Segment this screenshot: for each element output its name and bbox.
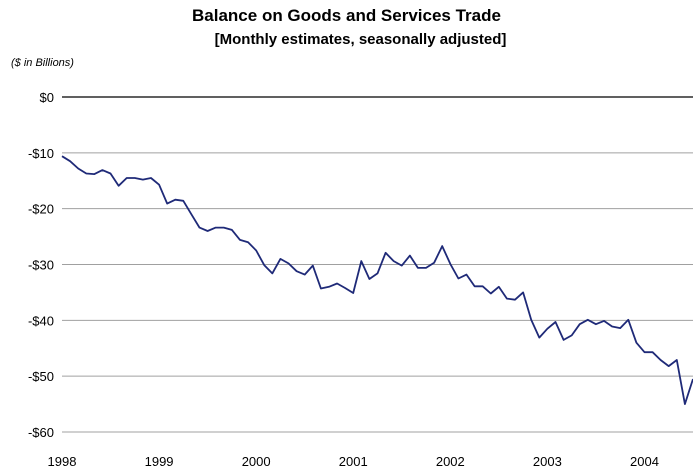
units-label: ($ in Billions) — [11, 57, 74, 69]
x-tick-label: 2000 — [242, 454, 271, 469]
y-tick-label: -$20 — [28, 202, 54, 217]
chart-title: Balance on Goods and Services Trade — [192, 6, 501, 25]
x-tick-label: 2004 — [630, 454, 659, 469]
y-tick-label: -$50 — [28, 369, 54, 384]
x-tick-label: 1999 — [145, 454, 174, 469]
series-line — [61, 155, 693, 406]
x-tick-label: 1998 — [48, 454, 77, 469]
x-tick-label: 2003 — [533, 454, 562, 469]
x-tick-label: 2001 — [339, 454, 368, 469]
y-tick-label: -$10 — [28, 146, 54, 161]
y-tick-label: -$30 — [28, 258, 54, 273]
y-tick-label: -$40 — [28, 313, 54, 328]
chart-subtitle: [Monthly estimates, seasonally adjusted] — [214, 31, 507, 48]
x-tick-label: 2002 — [436, 454, 465, 469]
y-tick-label: -$60 — [28, 425, 54, 440]
y-tick-label: $0 — [40, 90, 54, 105]
